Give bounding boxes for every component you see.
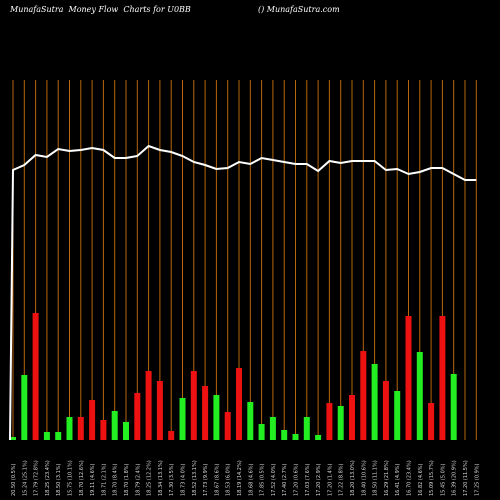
x-tick-label: 18.19 (14.2%)	[237, 460, 243, 496]
money-flow-bar	[145, 371, 152, 440]
money-flow-bar	[100, 420, 107, 440]
money-flow-bar	[394, 391, 401, 440]
x-tick-label: 18.20 (13.0%)	[350, 460, 356, 496]
x-tick-label: 16.70 (23.4%)	[407, 460, 413, 496]
money-flow-bar	[179, 398, 186, 440]
x-tick-label: 17.40 (2.7%)	[282, 463, 288, 496]
x-tick-label: 20.50 (0.5%)	[11, 463, 17, 496]
money-flow-bar	[292, 434, 299, 440]
money-flow-bar	[349, 395, 355, 440]
money-flow-bar	[10, 437, 16, 440]
x-tick-label: 18.53 (6.0%)	[226, 463, 232, 496]
x-tick-label: 17.52 (4.0%)	[271, 463, 277, 496]
money-flow-bar	[123, 422, 129, 440]
money-flow-bar	[315, 435, 322, 440]
x-tick-label: 17.85 (0.5%)	[260, 463, 266, 496]
x-tick-label: 17.30 (3.5%)	[169, 463, 175, 496]
money-flow-bar	[134, 393, 141, 440]
money-flow-bar	[360, 351, 367, 440]
x-tick-label: 17.20 (11.5%)	[463, 460, 469, 496]
money-flow-bar	[21, 375, 28, 440]
x-tick-label: 18.71 (2.1%)	[101, 463, 107, 496]
x-tick-label: 16.39 (20.9%)	[452, 460, 458, 496]
money-flow-bar	[371, 364, 378, 440]
x-tick-label: 18.52 (13.1%)	[192, 460, 198, 496]
money-flow-bar	[156, 381, 163, 440]
price-line	[9, 144, 477, 441]
x-tick-labels: 20.50 (0.5%) 15.24 (25.1%) 17.79 (72.8%) 18…	[11, 460, 480, 496]
site-credit: () MunafaSutra.com	[258, 5, 340, 14]
x-tick-label: 18.40 (10.6%)	[361, 460, 367, 496]
money-flow-bar	[213, 395, 220, 440]
money-flow-bar	[326, 403, 333, 440]
x-tick-label: 18.67 (8.6%)	[214, 463, 220, 496]
x-tick-label: 18.34 (13.1%)	[158, 460, 164, 496]
x-tick-label: 16.29 (21.8%)	[384, 460, 390, 496]
x-tick-label: 18.50 (11.1%)	[373, 460, 379, 496]
money-flow-bars	[10, 313, 457, 440]
money-flow-bar	[111, 411, 118, 440]
x-tick-label: 18.25 (23.4%)	[45, 460, 51, 496]
x-tick-label: 17.25 (0.9%)	[474, 463, 480, 496]
money-flow-bar	[405, 316, 412, 440]
x-tick-label: 17.79 (72.8%)	[34, 460, 40, 496]
gridlines	[12, 80, 477, 440]
x-tick-label: 18.70 (12.6%)	[79, 460, 85, 496]
money-flow-bar	[66, 417, 73, 440]
x-tick-label: 15.09 (15.7%)	[429, 460, 435, 496]
x-tick-label: 17.03 (7.6%)	[305, 463, 311, 496]
money-flow-bar	[303, 417, 310, 440]
money-flow-bar	[450, 374, 457, 440]
money-flow-bar	[269, 417, 276, 440]
money-flow-bar	[439, 316, 446, 440]
x-tick-label: 16.41 (4.9%)	[395, 463, 401, 496]
x-tick-label: 18.70 (8.4%)	[113, 463, 119, 496]
money-flow-bar	[236, 368, 242, 440]
x-tick-label: 15.45 (5.0%)	[440, 463, 446, 496]
x-tick-label: 18.68 (4.6%)	[248, 463, 254, 496]
money-flow-bar	[382, 381, 389, 440]
money-flow-bar	[55, 432, 62, 440]
money-flow-bar	[77, 417, 84, 440]
x-tick-label: 18.50 (3.1%)	[56, 463, 62, 496]
x-tick-label: 17.22 (8.8%)	[339, 463, 345, 496]
money-flow-bar	[168, 431, 175, 440]
money-flow-bar	[43, 432, 50, 440]
x-tick-label: 18.70 (1.8%)	[124, 463, 130, 496]
x-tick-label: 19.11 (4.6%)	[90, 463, 96, 496]
money-flow-bar	[281, 430, 288, 440]
x-tick-label: 17.20 (2.9%)	[316, 463, 322, 496]
x-tick-label: 18.73 (4.0%)	[181, 463, 187, 496]
x-tick-label: 17.20 (0.6%)	[294, 463, 300, 496]
chart-title: MunafaSutra Money Flow Charts for U0BB	[10, 5, 191, 14]
x-tick-label: 15.75 (10.1%)	[68, 460, 74, 496]
x-tick-label: 18.25 (12.2%)	[147, 460, 153, 496]
money-flow-bar	[428, 403, 435, 440]
money-flow-bar	[416, 352, 423, 440]
money-flow-bar	[89, 400, 96, 440]
money-flow-bar	[337, 406, 344, 440]
money-flow-bar	[32, 313, 39, 440]
x-tick-label: 17.20 (1.4%)	[327, 463, 333, 496]
money-flow-bar	[224, 412, 231, 440]
x-tick-label: 17.73 (9.9%)	[203, 463, 209, 496]
money-flow-bar	[258, 424, 265, 440]
x-tick-label: 15.24 (25.1%)	[22, 460, 28, 496]
money-flow-bar	[202, 386, 209, 440]
x-tick-label: 18.79 (2.4%)	[135, 463, 141, 496]
x-tick-label: 16.82 (4.6%)	[418, 463, 424, 496]
money-flow-bar	[190, 371, 197, 440]
money-flow-bar	[247, 402, 254, 440]
